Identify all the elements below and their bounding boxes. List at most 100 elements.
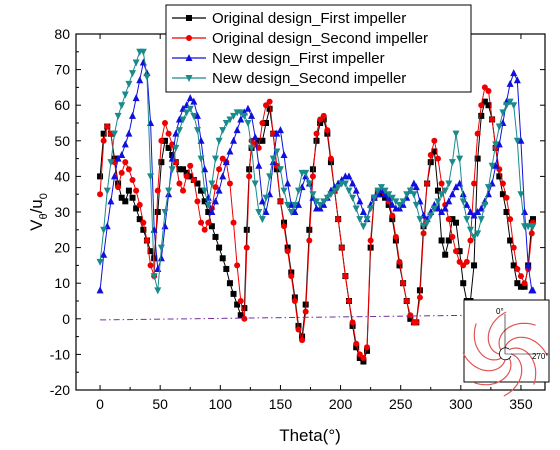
data-point bbox=[488, 162, 496, 170]
data-point bbox=[495, 140, 503, 148]
data-point bbox=[345, 187, 353, 195]
data-point bbox=[287, 200, 295, 208]
data-point bbox=[154, 209, 161, 215]
data-point bbox=[396, 258, 403, 265]
data-point bbox=[313, 198, 321, 206]
data-point bbox=[103, 187, 111, 195]
data-point bbox=[374, 187, 382, 195]
data-point bbox=[388, 200, 396, 208]
data-point bbox=[201, 226, 208, 233]
data-point bbox=[226, 147, 234, 155]
data-point bbox=[172, 129, 180, 137]
series-4 bbox=[100, 314, 534, 321]
data-point bbox=[291, 201, 299, 209]
data-point bbox=[349, 322, 356, 329]
data-point bbox=[208, 208, 216, 215]
data-point bbox=[485, 102, 492, 109]
data-point bbox=[219, 255, 226, 262]
data-point bbox=[503, 102, 511, 110]
data-point bbox=[385, 191, 393, 199]
data-point bbox=[237, 109, 245, 117]
data-point bbox=[445, 237, 452, 244]
impeller-inset: 0° 270° bbox=[462, 299, 550, 397]
data-point bbox=[266, 105, 273, 112]
impeller-blade bbox=[473, 323, 502, 361]
data-point bbox=[284, 201, 292, 209]
data-point bbox=[281, 219, 288, 226]
data-point bbox=[302, 308, 309, 315]
data-point bbox=[125, 80, 133, 88]
data-point bbox=[240, 112, 248, 120]
data-point bbox=[492, 161, 500, 169]
data-point bbox=[360, 354, 367, 361]
data-point bbox=[460, 280, 467, 287]
data-point bbox=[420, 223, 428, 231]
data-point bbox=[334, 184, 342, 192]
impeller-blade bbox=[487, 311, 507, 355]
data-point bbox=[514, 265, 521, 272]
data-point bbox=[215, 137, 223, 145]
data-point bbox=[410, 191, 418, 199]
legend-marker bbox=[185, 54, 193, 61]
data-point bbox=[179, 116, 187, 124]
data-point bbox=[331, 187, 339, 195]
data-point bbox=[136, 216, 143, 223]
data-point bbox=[341, 180, 349, 188]
data-point bbox=[392, 237, 399, 244]
legend: Original design_First impeller Original d… bbox=[165, 4, 472, 93]
legend-marker bbox=[186, 35, 192, 41]
data-point bbox=[183, 169, 190, 176]
data-point bbox=[474, 155, 481, 162]
legend-label: New design_Second impeller bbox=[212, 70, 406, 87]
data-point bbox=[216, 166, 223, 173]
data-point bbox=[424, 180, 431, 187]
data-point bbox=[262, 208, 270, 215]
data-point bbox=[427, 152, 434, 159]
data-point bbox=[449, 233, 456, 240]
data-point bbox=[243, 244, 250, 251]
data-point bbox=[237, 298, 244, 304]
data-point bbox=[294, 187, 302, 195]
data-point bbox=[377, 184, 385, 192]
data-point bbox=[503, 209, 510, 215]
data-point bbox=[251, 133, 259, 141]
y-tick-label: -10 bbox=[50, 346, 70, 362]
data-point bbox=[121, 91, 129, 99]
data-point bbox=[133, 205, 140, 212]
data-point bbox=[183, 109, 191, 117]
data-point bbox=[335, 216, 342, 223]
data-point bbox=[243, 226, 250, 233]
y-tick-label: 60 bbox=[54, 97, 70, 113]
data-point bbox=[187, 162, 194, 169]
data-point bbox=[306, 226, 313, 233]
data-point bbox=[186, 94, 194, 102]
data-point bbox=[320, 116, 327, 123]
data-point bbox=[367, 205, 375, 213]
data-point bbox=[211, 155, 219, 163]
data-point bbox=[204, 201, 212, 209]
data-point bbox=[423, 219, 431, 227]
data-point bbox=[273, 129, 281, 137]
data-point bbox=[484, 184, 492, 192]
impeller-blade bbox=[503, 353, 523, 397]
data-point bbox=[456, 155, 464, 163]
data-point bbox=[194, 198, 201, 205]
data-point bbox=[198, 219, 205, 226]
data-point bbox=[524, 261, 532, 269]
data-point bbox=[388, 194, 396, 202]
y-tick-label: 40 bbox=[54, 168, 70, 184]
data-point bbox=[193, 127, 201, 135]
data-point bbox=[309, 191, 317, 199]
legend-label: Original design_Second impeller bbox=[212, 30, 428, 47]
data-point bbox=[129, 111, 137, 119]
data-point bbox=[132, 94, 140, 102]
data-point bbox=[140, 226, 147, 233]
data-point bbox=[233, 126, 241, 134]
y-tick-label: 50 bbox=[54, 133, 70, 149]
data-point bbox=[467, 237, 474, 244]
data-point bbox=[201, 187, 209, 195]
data-point bbox=[485, 87, 492, 94]
data-point bbox=[125, 166, 132, 173]
data-point bbox=[484, 190, 492, 198]
data-point bbox=[510, 102, 518, 110]
